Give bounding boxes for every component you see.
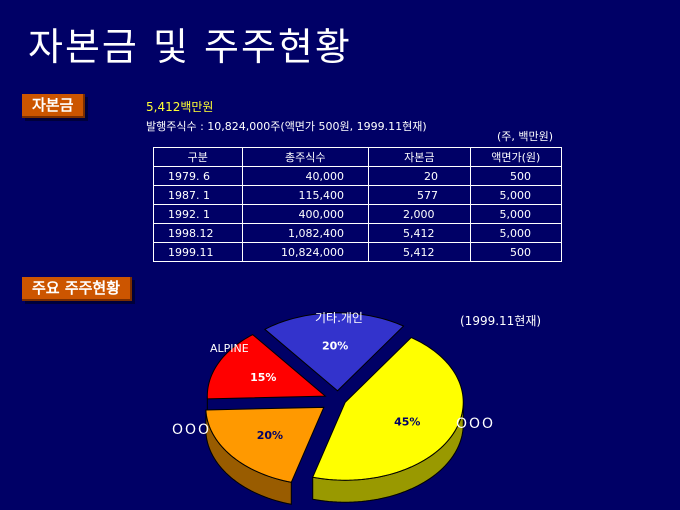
cell-period: 1999.11	[153, 242, 243, 262]
pie-slice	[312, 336, 464, 481]
cell-period: 1987. 1	[153, 185, 243, 205]
table-row: 1999.11 10,824,000 5,412 500	[153, 242, 563, 262]
capital-value: 5,412백만원	[146, 100, 214, 114]
cell-capital: 2,000	[367, 204, 471, 224]
table-header-row: 구분 총주식수 자본금 액면가(원)	[153, 147, 563, 167]
pie-slice-percent-label: 20%	[257, 429, 283, 442]
cell-par-value: 500	[469, 242, 563, 262]
unit-note: (주, 백만원)	[497, 130, 554, 143]
column-header-par-value: 액면가(원)	[469, 147, 563, 167]
page-title: 자본금 및 주주현황	[28, 25, 352, 69]
pie-slice	[206, 334, 327, 400]
slice-label-alpine: ALPINE	[210, 342, 249, 355]
cell-total-shares: 400,000	[241, 204, 369, 224]
cell-total-shares: 10,824,000	[241, 242, 369, 262]
shareholders-date-note: (1999.11현재)	[460, 314, 542, 328]
issued-shares-text: 발행주식수 : 10,824,000주(액면가 500원, 1999.11현재)	[146, 120, 427, 133]
slice-label-others: 기타.개인	[315, 311, 363, 325]
pie-slice	[205, 406, 325, 483]
shareholders-section-tag: 주요 주주현황	[22, 277, 133, 301]
capital-section-tag: 자본금	[22, 94, 86, 118]
column-header-total-shares: 총주식수	[241, 147, 369, 167]
cell-capital: 577	[367, 185, 471, 205]
column-header-capital: 자본금	[367, 147, 471, 167]
slice-label-second-holder: OOO	[172, 422, 212, 438]
table-row: 1998.12 1,082,400 5,412 5,000	[153, 223, 563, 243]
pie-slice-percent-label: 45%	[394, 415, 420, 428]
pie-slice-percent-label: 15%	[250, 371, 276, 384]
slice-label-major-holder: OOO	[456, 416, 496, 432]
capital-history-table: 구분 총주식수 자본금 액면가(원) 1979. 6 40,000 20 500…	[153, 147, 563, 262]
cell-capital: 5,412	[367, 242, 471, 262]
pie-slice	[263, 312, 405, 392]
pie-slice-percent-label: 20%	[322, 340, 348, 353]
